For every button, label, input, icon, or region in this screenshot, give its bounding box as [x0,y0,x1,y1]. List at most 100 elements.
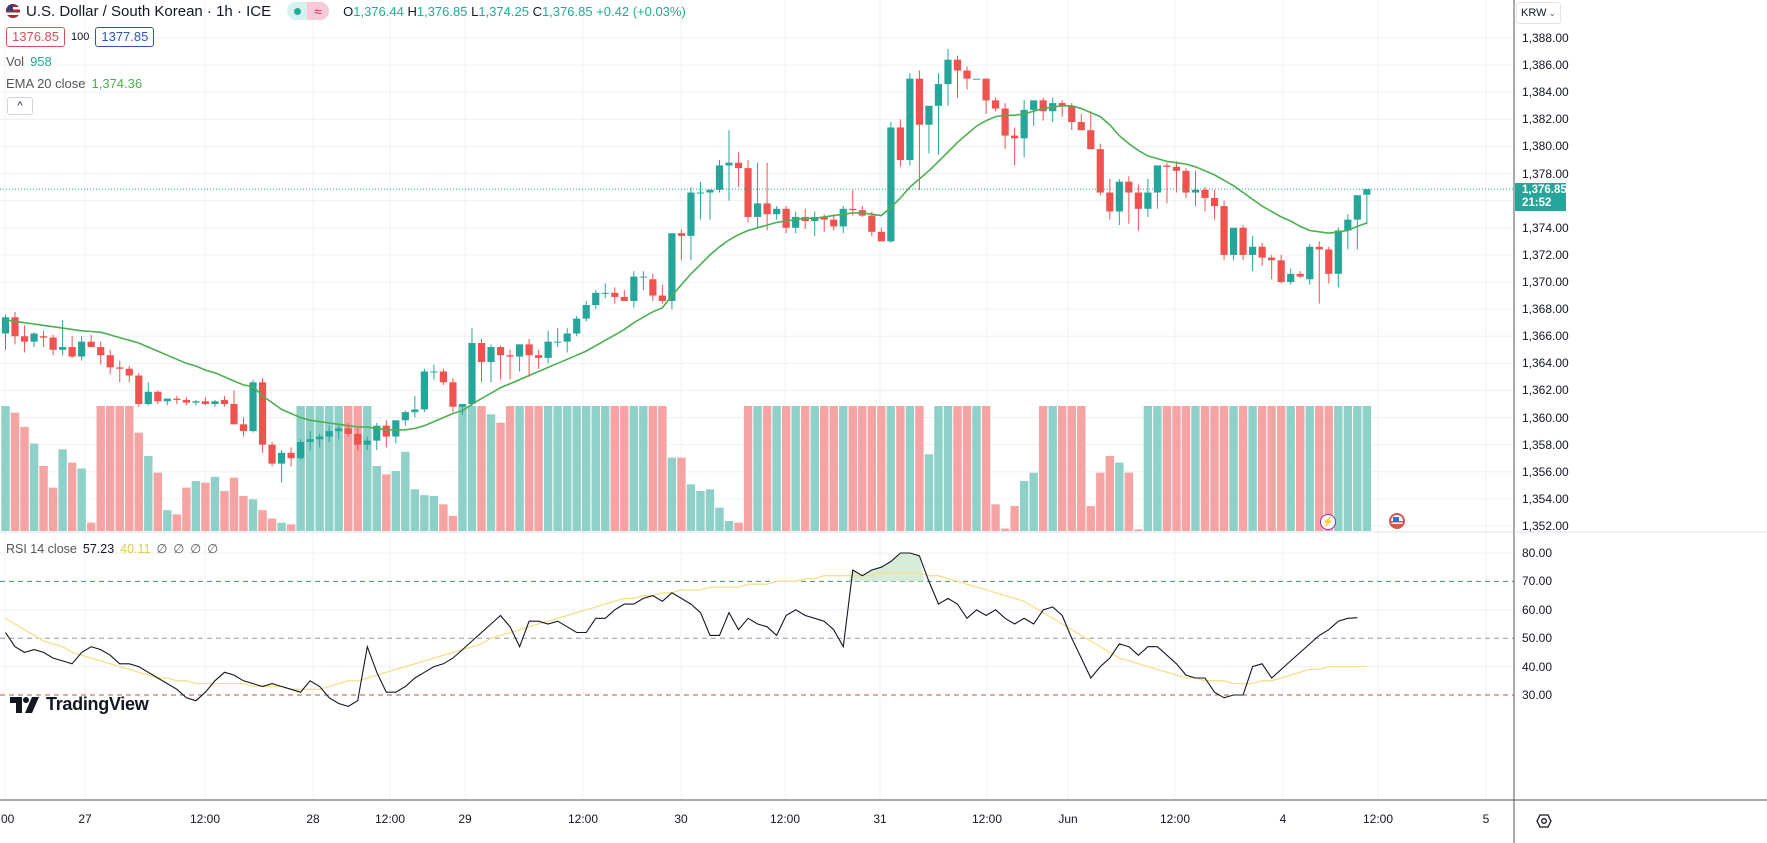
candle [411,395,419,418]
candle [1106,178,1114,220]
candle [658,284,666,304]
candle [554,328,562,348]
candle [477,338,486,383]
volume-bar [1086,506,1095,531]
candle-body [1096,149,1104,193]
volume-bar [20,426,29,531]
volume-bar [334,406,343,531]
currency-select[interactable]: KRW ⌄ [1516,2,1561,24]
price-tick-label: 1,378.00 [1522,166,1569,181]
tradingview-logo[interactable]: TradingView [10,694,149,715]
status-pill[interactable]: ≈ [287,2,330,20]
candle-body [135,375,143,404]
candle [649,273,657,301]
volume-bar [1296,406,1305,531]
candle [1182,168,1190,198]
candle-body [554,341,562,343]
dividend-event-icon[interactable]: ⚡ [1320,514,1336,530]
candle-body [1239,227,1247,255]
rsi-na-value: ∅ [190,542,202,556]
candle [125,366,133,383]
volume-bar [153,472,163,531]
volume-bar [248,499,258,531]
candle [1201,187,1209,212]
candle-body [830,219,838,227]
volume-bar [77,468,86,531]
candle [316,433,324,448]
symbol-title[interactable]: U.S. Dollar / South Korean · 1h · ICE [26,2,272,20]
rsi-na-value: ∅ [207,542,219,556]
time-tick-label: Jun [1058,812,1078,826]
candle [744,160,752,223]
collapse-legend-button[interactable]: ^ [7,97,33,115]
candle [106,349,114,375]
candle [277,450,286,483]
volume-bar [991,504,1000,531]
candle [220,395,229,407]
volume-bar [1200,406,1210,531]
volume-bar [734,522,743,531]
candle-body [1144,192,1152,209]
candle-body [1115,181,1123,212]
time-tick-label: 28 [306,812,320,826]
candle [192,399,200,406]
time-tick-label: 12:00 [769,812,801,826]
candle-body [401,412,409,421]
candle [1020,100,1028,158]
price-tick-label: 1,358.00 [1522,437,1569,452]
candle-body [30,333,38,342]
rsi-overbought-fill [848,553,925,582]
candle-body [525,344,533,356]
close-label: C [532,3,542,19]
candle-body [725,162,733,166]
volume-bar [1353,406,1362,531]
economic-event-icon[interactable] [1389,513,1405,529]
candle [906,73,914,166]
candle [135,372,143,407]
candle-body [925,105,933,125]
candle-body [687,192,695,236]
volume-bar [829,406,838,531]
candle-body [592,292,600,306]
candle [1363,189,1371,225]
volume-legend[interactable]: Vol 958 [6,54,52,69]
sell-button[interactable]: 1376.85 [6,27,65,47]
candle-body [1229,227,1238,255]
candle-body [515,344,524,357]
candle-body [734,162,743,169]
change-value: +0.42 (+0.03%) [596,3,686,19]
volume-bar [553,406,562,531]
bar-countdown: 21:52 [1522,197,1552,209]
price-tick-label: 1,360.00 [1522,410,1569,425]
candle [601,283,609,299]
candle-body [306,439,314,442]
last-price-value: 1,376.85 [1522,184,1567,196]
volume-bar [1219,406,1229,531]
volume-bar [182,487,191,531]
price-tick-label: 1,372.00 [1522,247,1569,262]
buy-button[interactable]: 1377.85 [95,27,155,47]
candle [1096,143,1104,196]
ema-legend[interactable]: EMA 20 close 1,374.36 [6,76,142,91]
volume-bar [496,422,505,531]
volume-bar [772,406,781,531]
volume-bar [1029,472,1038,531]
candle-body [1201,189,1209,198]
volume-bar [839,406,848,531]
candle-body [373,425,381,441]
candle-body [963,70,971,79]
candle [544,330,552,364]
settings-gear-icon[interactable] [1536,813,1552,829]
candle-body [335,428,343,432]
volume-bar [1105,456,1115,531]
candle-body [1344,219,1352,231]
volume-bar [439,504,448,531]
candle-body [563,333,571,342]
candle [20,325,29,353]
volume-bar [972,406,981,531]
rsi-legend[interactable]: RSI 14 close 57.23 40.11 ∅ ∅ ∅ ∅ [6,541,219,557]
candle-body [753,203,762,217]
price-tick-label: 1,364.00 [1522,356,1569,371]
price-tick-label: 1,380.00 [1522,139,1569,154]
